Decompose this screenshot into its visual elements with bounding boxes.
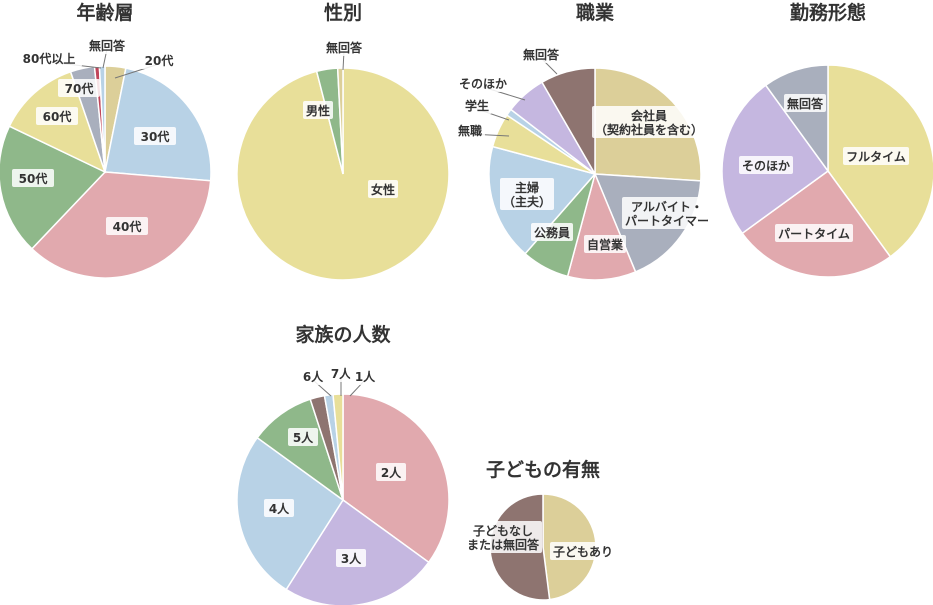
slice-label: 60代 [43, 109, 72, 124]
slice-label: パートタイム [778, 227, 850, 241]
slice-label-bg [264, 499, 294, 517]
slice-label-bg [138, 51, 180, 69]
slice-label-bg [336, 549, 366, 567]
slice-label: 会社員（契約社員を含む） [595, 108, 703, 137]
slice-label: 子どもなしまたは無回答 [467, 524, 540, 552]
slice-label: 男性 [306, 103, 330, 118]
slice-label: 無回答 [523, 47, 560, 62]
slice-label: 50代 [19, 171, 48, 186]
slice-label-bg [106, 217, 148, 235]
slice-label: 子どもあり [553, 545, 613, 559]
slice-label: 無回答 [326, 40, 363, 55]
slice-label-bg [86, 36, 128, 54]
slice-label-bg [350, 367, 380, 385]
slice-label: 5人 [293, 430, 314, 445]
chart-title: 年齢層 [76, 1, 133, 24]
slice-label: 主婦（主夫） [503, 180, 551, 209]
slice-label: 20代 [145, 53, 174, 68]
slice-label: アルバイト・パートタイマー [625, 200, 709, 228]
slice-label-bg [500, 178, 554, 210]
slice-label-bg [531, 223, 573, 241]
slice-label: 3人 [341, 551, 362, 566]
pie-slice [566, 171, 637, 281]
slice-label: 学生 [465, 98, 489, 113]
slice-label-bg [843, 147, 909, 165]
slice-label: 2人 [381, 465, 402, 480]
slice-label: 30代 [141, 129, 170, 144]
pie-slice [104, 67, 212, 182]
slice-label-bg [456, 74, 510, 92]
slice-label-bg [368, 180, 398, 198]
slice-label-bg [775, 224, 853, 242]
slice-label-bg [550, 542, 616, 560]
slice-label: 70代 [65, 81, 94, 96]
slice-label: 女性 [371, 182, 395, 197]
slice-label: 公務員 [534, 225, 570, 240]
slice-label: フルタイム [846, 150, 906, 164]
slice-label: 7人 [331, 366, 352, 381]
chart-title: 家族の人数 [295, 323, 391, 346]
chart-title: 子どもの有無 [486, 458, 600, 481]
chart-title: 勤務形態 [790, 1, 866, 24]
slice-label: 自営業 [587, 237, 624, 252]
pie-slice [332, 393, 344, 501]
slice-label-bg [622, 197, 712, 229]
slice-label-bg [520, 45, 562, 63]
slice-label-bg [134, 127, 176, 145]
slice-label: 無回答 [787, 96, 824, 111]
pie-slice [0, 125, 107, 250]
chart-title: 職業 [576, 1, 615, 24]
slice-label-bg [739, 156, 793, 174]
slice-label-bg [376, 463, 406, 481]
slice-label-bg [58, 79, 100, 97]
slice-label-bg [464, 521, 542, 553]
slice-label-bg [455, 121, 485, 139]
slice-label: 6人 [303, 369, 324, 384]
slice-label-bg [288, 428, 318, 446]
slice-label-bg [326, 364, 356, 382]
slice-label: そのほか [459, 77, 507, 91]
slice-label: 無回答 [89, 38, 126, 53]
slice-label: 40代 [113, 219, 142, 234]
slice-label-bg [592, 106, 706, 138]
slice-label: 80代以上 [23, 51, 76, 66]
pie-slice [98, 65, 106, 173]
pie-slice [540, 67, 596, 177]
slice-label-bg [298, 367, 328, 385]
slice-label-bg [36, 107, 78, 125]
chart-family: 家族の人数 2人 3人 4人 5人 6人 7人 1人 [236, 323, 450, 605]
slice-label: 無職 [458, 123, 482, 138]
slice-label-bg [16, 49, 82, 67]
slice-label-bg [303, 101, 333, 119]
slice-label-bg [784, 94, 826, 112]
slice-label-bg [12, 169, 54, 187]
slice-label-bg [323, 38, 365, 56]
slice-label: そのほか [742, 159, 790, 173]
slice-label-bg [462, 96, 492, 114]
slice-label-bg [584, 235, 626, 253]
slice-label: 4人 [269, 501, 290, 516]
pie-slice [764, 64, 829, 174]
chart-title: 性別 [324, 1, 362, 24]
slice-label: 1人 [355, 369, 376, 384]
